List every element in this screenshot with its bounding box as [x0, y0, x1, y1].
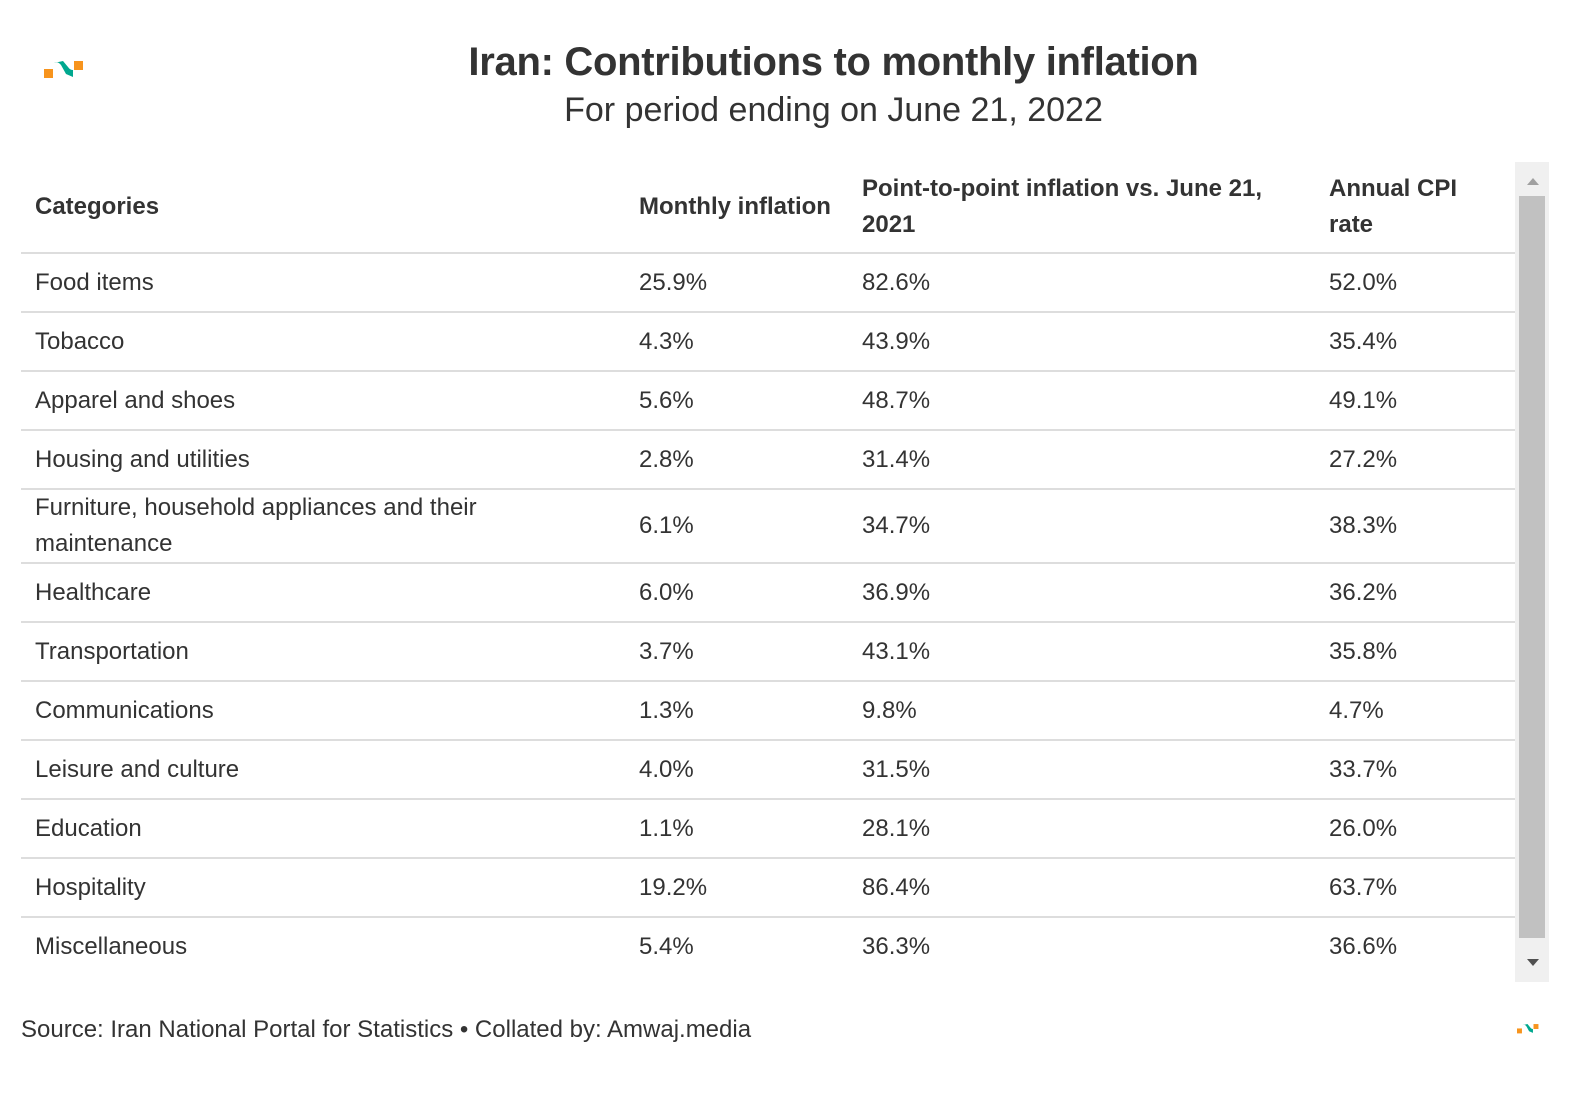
triangle-up-icon[interactable] [1527, 178, 1539, 185]
chart-subtitle: For period ending on June 21, 2022 [564, 91, 1103, 129]
category-cell: Food items [21, 253, 625, 313]
category-cell: Housing and utilities [21, 430, 625, 490]
monthly-inflation-cell: 2.8% [625, 430, 848, 490]
category-cell: Communications [21, 681, 625, 741]
point-to-point-cell: 43.9% [848, 312, 1315, 372]
category-cell: Miscellaneous [35, 932, 188, 960]
scrollbar-thumb[interactable] [1519, 196, 1545, 938]
category-cell: Furniture, household appliances and thei… [21, 489, 625, 564]
inflation-table: Categories Monthly inflation Point-to-po… [21, 162, 1515, 975]
monthly-inflation-cell: 1.1% [625, 799, 848, 859]
point-to-point-cell: 82.6% [848, 253, 1315, 313]
annual-cpi-cell: 36.2% [1315, 563, 1515, 623]
annual-cpi-cell: 49.1% [1315, 371, 1515, 431]
annual-cpi-cell: 36.6% [1329, 932, 1398, 960]
point-to-point-cell: 34.7% [848, 489, 1315, 564]
amwaj-logo-icon [44, 61, 83, 78]
category-cell: Transportation [21, 622, 625, 682]
source-note: Source: Iran National Portal for Statist… [21, 1016, 752, 1043]
vertical-scrollbar[interactable] [1515, 162, 1549, 982]
point-to-point-cell: 48.7% [848, 371, 1315, 431]
annual-cpi-cell: 26.0% [1315, 799, 1515, 859]
table-scroll-container[interactable]: Categories Monthly inflation Point-to-po… [21, 162, 1549, 982]
table-row: Education 1.1% 28.1% 26.0% [21, 799, 1515, 859]
category-cell: Leisure and culture [21, 740, 625, 800]
monthly-inflation-cell: 3.7% [625, 622, 848, 682]
category-cell: Education [21, 799, 625, 859]
monthly-inflation-cell: 6.0% [625, 563, 848, 623]
annual-cpi-cell: 38.3% [1315, 489, 1515, 564]
point-to-point-cell: 36.3% [862, 932, 931, 960]
table-row: Apparel and shoes 5.6% 48.7% 49.1% [21, 371, 1515, 431]
monthly-inflation-cell: 19.2% [625, 858, 848, 918]
monthly-inflation-cell: 5.4% [639, 932, 694, 960]
chart-header: Iran: Contributions to monthly inflation… [0, 36, 1592, 132]
point-to-point-cell: 31.5% [848, 740, 1315, 800]
monthly-inflation-cell: 5.6% [625, 371, 848, 431]
table-row: Communications 1.3% 9.8% 4.7% [21, 681, 1515, 741]
category-cell: Apparel and shoes [21, 371, 625, 431]
table-row: Food items 25.9% 82.6% 52.0% [21, 253, 1515, 313]
table-row: Hospitality 19.2% 86.4% 63.7% [21, 858, 1515, 918]
point-to-point-cell: 36.9% [848, 563, 1315, 623]
point-to-point-cell: 43.1% [848, 622, 1315, 682]
annual-cpi-cell: 4.7% [1315, 681, 1515, 741]
annual-cpi-cell: 27.2% [1315, 430, 1515, 490]
table-row: Healthcare 6.0% 36.9% 36.2% [21, 563, 1515, 623]
annual-cpi-cell: 33.7% [1315, 740, 1515, 800]
category-cell: Tobacco [21, 312, 625, 372]
monthly-inflation-cell: 4.3% [625, 312, 848, 372]
table-header-row: Categories Monthly inflation Point-to-po… [21, 162, 1515, 254]
triangle-down-icon[interactable] [1527, 959, 1539, 966]
point-to-point-cell: 86.4% [848, 858, 1315, 918]
table-row: Leisure and culture 4.0% 31.5% 33.7% [21, 740, 1515, 800]
category-cell: Hospitality [21, 858, 625, 918]
column-header-monthly-inflation[interactable]: Monthly inflation [625, 162, 848, 254]
amwaj-logo-small-icon[interactable] [1517, 1023, 1539, 1035]
column-header-annual-cpi[interactable]: Annual CPI rate [1315, 162, 1515, 254]
table-row: Transportation 3.7% 43.1% 35.8% [21, 622, 1515, 682]
table-row: Housing and utilities 2.8% 31.4% 27.2% [21, 430, 1515, 490]
monthly-inflation-cell: 4.0% [625, 740, 848, 800]
table-row: Miscellaneous 5.4% 36.3% 36.6% [21, 917, 1515, 975]
point-to-point-cell: 9.8% [848, 681, 1315, 741]
annual-cpi-cell: 52.0% [1315, 253, 1515, 313]
monthly-inflation-cell: 1.3% [625, 681, 848, 741]
annual-cpi-cell: 35.8% [1315, 622, 1515, 682]
category-cell: Healthcare [21, 563, 625, 623]
table-row: Furniture, household appliances and thei… [21, 489, 1515, 564]
chart-title: Iran: Contributions to monthly inflation [468, 40, 1199, 84]
monthly-inflation-cell: 25.9% [625, 253, 848, 313]
annual-cpi-cell: 63.7% [1315, 858, 1515, 918]
column-header-categories[interactable]: Categories [21, 162, 625, 254]
column-header-point-to-point[interactable]: Point-to-point inflation vs. June 21, 20… [848, 162, 1315, 254]
table-row: Tobacco 4.3% 43.9% 35.4% [21, 312, 1515, 372]
point-to-point-cell: 31.4% [848, 430, 1315, 490]
monthly-inflation-cell: 6.1% [625, 489, 848, 564]
annual-cpi-cell: 35.4% [1315, 312, 1515, 372]
point-to-point-cell: 28.1% [848, 799, 1315, 859]
